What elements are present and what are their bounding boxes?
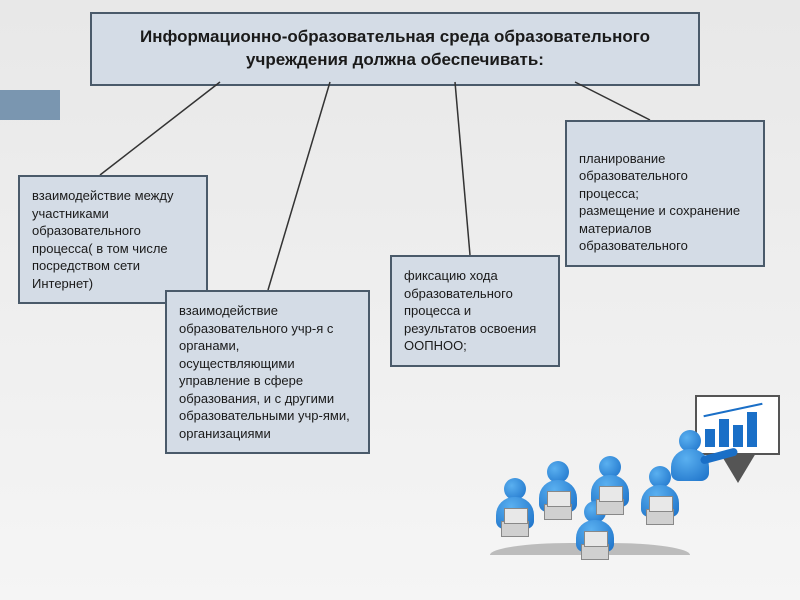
seated-figure-icon <box>590 456 630 515</box>
box-text: фиксацию хода образовательного процесса … <box>404 268 536 353</box>
box-text: взаимодействие между участниками образов… <box>32 188 173 291</box>
box-interaction-participants: взаимодействие между участниками образов… <box>18 175 208 304</box>
box-text: взаимодействие образовательного учр-я с … <box>179 303 350 441</box>
title-text: Информационно-образовательная среда обра… <box>140 27 650 69</box>
meeting-illustration <box>490 385 780 575</box>
box-planning: планирование образовательного процесса; … <box>565 120 765 267</box>
seated-figure-icon <box>495 478 535 537</box>
seated-figure-icon <box>640 466 680 525</box>
title-box: Информационно-образовательная среда обра… <box>90 12 700 86</box>
box-process-recording: фиксацию хода образовательного процесса … <box>390 255 560 367</box>
accent-bar <box>0 90 60 120</box>
box-text: планирование образовательного процесса; … <box>579 151 740 254</box>
seated-figure-icon <box>538 461 578 520</box>
box-interaction-authorities: взаимодействие образовательного учр-я с … <box>165 290 370 454</box>
